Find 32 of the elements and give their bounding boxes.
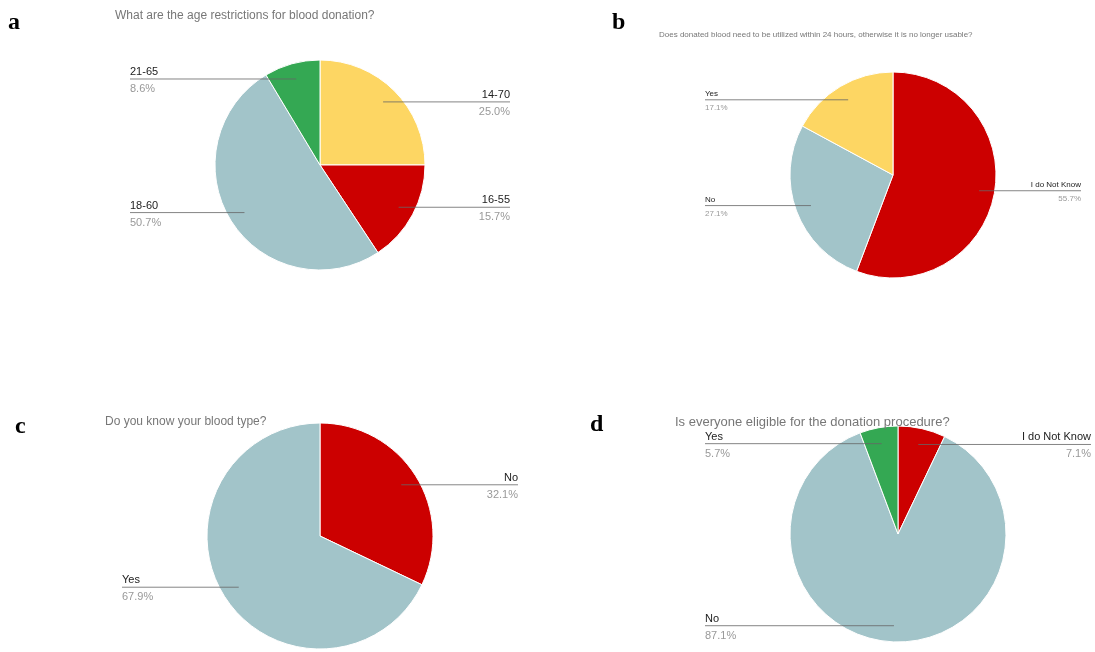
slice-label: 18-60 bbox=[130, 198, 159, 211]
chart-title: Do you know your blood type? bbox=[105, 414, 267, 428]
data-label: 55.7% bbox=[1058, 193, 1081, 203]
chart-title: What are the age restrictions for blood donation? bbox=[115, 8, 375, 22]
slice-label: 16-55 bbox=[481, 193, 510, 206]
data-label: 50.7% bbox=[130, 215, 162, 228]
slice-label: Yes bbox=[705, 429, 724, 442]
text: c bbox=[15, 412, 26, 439]
data-label: 5.7% bbox=[705, 446, 731, 459]
data-label: 8.6% bbox=[130, 81, 156, 94]
slice-label: Yes bbox=[122, 573, 141, 586]
slice-label: No bbox=[705, 611, 720, 624]
slice-label: No bbox=[503, 470, 518, 483]
chart-title: Is everyone eligible for the donation procedure? bbox=[675, 414, 950, 429]
slice-label: Yes bbox=[705, 88, 719, 98]
data-label: 27.1% bbox=[705, 208, 728, 218]
data-label: 17.1% bbox=[705, 102, 728, 112]
slice-label: 14-70 bbox=[481, 87, 510, 100]
data-label: 32.1% bbox=[486, 487, 519, 500]
chart-title: Does donated blood need to be utilized within 24 hours, otherwise it is no longer usable? bbox=[659, 30, 973, 39]
data-label: 15.7% bbox=[478, 210, 511, 223]
data-label: 67.9% bbox=[122, 590, 154, 603]
data-label: 87.1% bbox=[705, 628, 737, 641]
slice-label: I do Not Know bbox=[1021, 430, 1092, 443]
slice-label: I do Not Know bbox=[1030, 179, 1082, 189]
text: b bbox=[612, 8, 626, 35]
data-label: 25.0% bbox=[478, 104, 511, 117]
text: a bbox=[8, 8, 20, 35]
text: d bbox=[590, 410, 604, 437]
slice-label: 21-65 bbox=[130, 64, 159, 77]
slice-label: No bbox=[705, 194, 716, 204]
data-label: 7.1% bbox=[1065, 447, 1092, 460]
